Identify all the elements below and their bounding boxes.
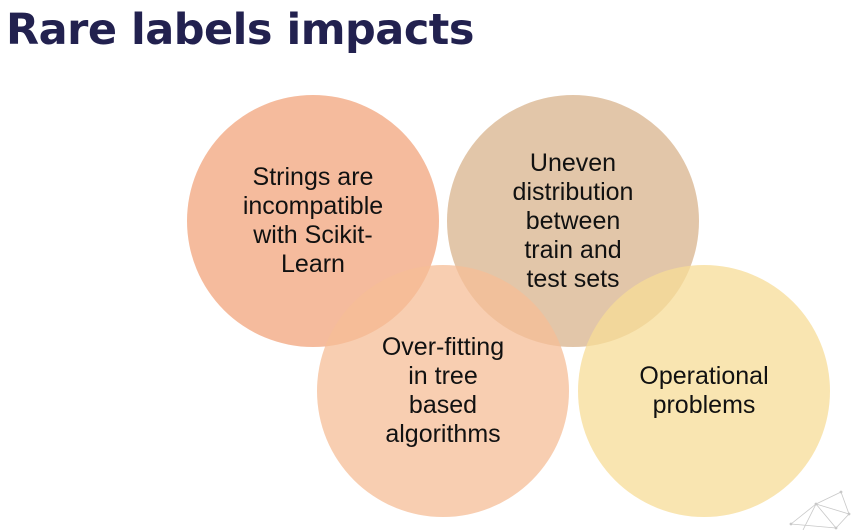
circle-overfitting [317,265,569,517]
label-overfitting: Over-fitting in tree based algorithms [381,333,505,448]
circle-operational [578,265,830,517]
label-uneven: Uneven distribution between train and te… [512,148,634,293]
circle-uneven [447,95,699,347]
slide-title: Rare labels impacts [6,5,474,55]
label-strings: Strings are incompatible with Scikit- Le… [242,163,384,278]
circle-strings [187,95,439,347]
network-decoration-icon [789,490,851,530]
label-operational: Operational problems [639,362,769,419]
